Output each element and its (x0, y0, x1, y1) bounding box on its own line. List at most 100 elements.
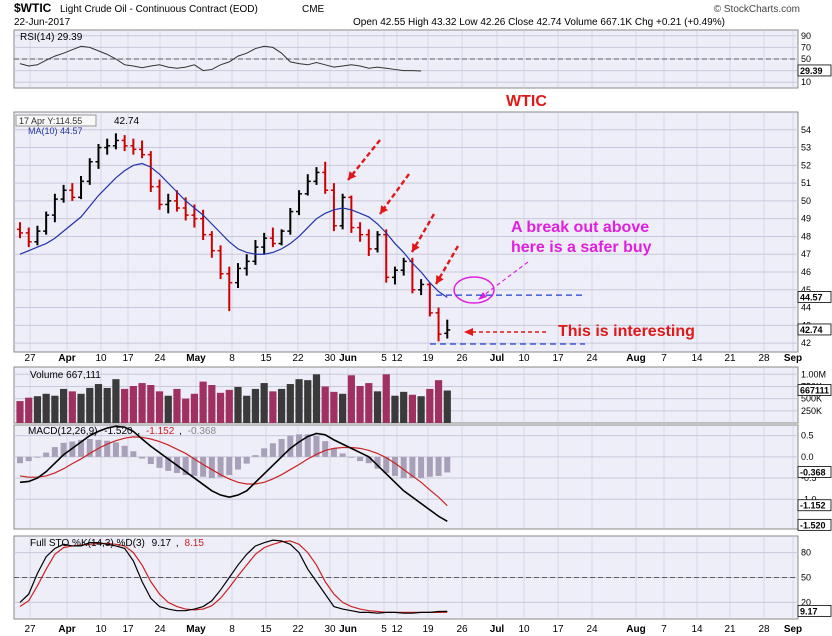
x-axis-label: 22 (292, 624, 304, 635)
ma10-line (19, 162, 448, 298)
x-axis-label: 27 (24, 353, 36, 364)
volume-bar (269, 391, 277, 423)
volume-bar (51, 395, 59, 423)
sto-title-text: Full STO %K(14,3) %D(3) 9.17 , 8.15 (30, 538, 204, 549)
x-axis-label: 15 (260, 353, 272, 364)
x-axis-label: 10 (95, 624, 107, 635)
rsi-tick-label: 70 (801, 42, 811, 52)
price-panel (13, 111, 799, 353)
macd-hist-bar (313, 436, 320, 457)
macd-hist-bar (165, 456, 172, 471)
volume-tick-label: 1.00M (801, 369, 826, 379)
macd-hist-bar (191, 456, 198, 476)
volume-bar (408, 394, 416, 423)
volume-bar (68, 391, 76, 423)
volume-bar (173, 388, 181, 423)
macd-hist-bar (391, 456, 398, 476)
macd-title-text: MACD(12,26,9) -1.520 , -1.152 , -0.368 (28, 426, 216, 437)
sto-title: Full STO %K(14,3) %D(3) (30, 538, 145, 549)
macd-hist-bar (17, 456, 23, 464)
volume-bar (426, 388, 434, 423)
x-axis-label: 26 (456, 624, 468, 635)
x-axis-label: 19 (422, 624, 434, 635)
price-tick-label: 44 (801, 303, 811, 313)
x-axis-label: 15 (260, 624, 272, 635)
volume-bar (312, 374, 321, 423)
macd-hist-bar (121, 445, 128, 457)
ma-last-label-box (797, 291, 832, 303)
price-tick-label: 42 (801, 338, 811, 348)
breakout-text-2: here is a safer buy (511, 239, 652, 256)
macd-hist-bar (156, 456, 163, 468)
macd-hist-bar (339, 453, 346, 457)
price-tick-label: 48 (801, 231, 811, 241)
price-tick-label: 51 (801, 178, 811, 188)
volume-bar (216, 392, 225, 423)
macd-hist-bar (444, 456, 451, 473)
macd-hist-bar (200, 456, 207, 477)
x-axis-label: Sep (784, 624, 802, 635)
volume-bar (112, 379, 120, 423)
volume-bar (373, 391, 382, 423)
volume-bar (330, 391, 338, 423)
rsi-line (19, 45, 422, 72)
volume-title: Volume 667,111 (30, 370, 101, 381)
volume-bar (434, 380, 443, 423)
x-axis-label: 12 (391, 353, 403, 364)
interesting-text: This is interesting (558, 323, 695, 340)
volume-bar (356, 385, 364, 423)
price-last-label-box (797, 323, 832, 336)
x-axis-label: 7 (661, 353, 667, 364)
sto-tick-label: 20 (801, 597, 811, 607)
volume-bar (286, 384, 294, 423)
x-axis-label: 24 (154, 624, 166, 635)
macd-hist-bar (252, 455, 259, 457)
macd-hist-bar (383, 456, 390, 473)
macd-legend-macd: -1.520 (104, 426, 133, 437)
macd-hist-bar (104, 440, 111, 457)
volume-bar (321, 386, 329, 423)
symbol-description: Light Crude Oil - Continuous Contract (E… (60, 4, 258, 15)
price-tick-label: 53 (801, 143, 811, 153)
volume-bar (443, 390, 451, 423)
magenta-pointer-head (478, 292, 487, 300)
price-tick-label: 50 (801, 196, 811, 206)
macd-hist-bar (78, 439, 85, 457)
x-axis-label: 17 (122, 624, 134, 635)
x-axis-label: 21 (724, 624, 736, 635)
macd-hist-bar (60, 442, 67, 457)
sto-legend-d: 8.15 (184, 538, 204, 549)
x-axis-label: 7 (661, 624, 667, 635)
price-tick-label: 54 (801, 125, 811, 135)
sto-legend-k: 9.17 (152, 538, 172, 549)
price-tick-label: 45 (801, 285, 811, 295)
ma-label: MA(10) 44.57 (28, 126, 83, 136)
volume-bar (295, 379, 303, 423)
red-arrow-head (380, 205, 389, 214)
red-arrow-head (348, 171, 357, 180)
ma-last-label: 44.57 (800, 292, 823, 302)
volume-bar (138, 383, 146, 423)
sto-last-label-box (797, 604, 832, 617)
volume-bar (60, 388, 68, 423)
macd-hist-bar (112, 442, 119, 457)
x-axis-label: Aug (626, 353, 645, 364)
volume-bar (42, 393, 50, 423)
macd-hist-bar (296, 434, 303, 457)
red-arrow-head (436, 275, 444, 284)
wtic-label: WTIC (506, 93, 547, 110)
macd-hist-label: -0.368 (800, 467, 826, 477)
macd-signal-line (19, 436, 448, 507)
x-axis-label: 5 (381, 353, 387, 364)
x-axis-label: 12 (391, 624, 403, 635)
x-axis-label: 30 (324, 353, 336, 364)
x-axis-label: 27 (24, 624, 36, 635)
macd-signal-label: -1.152 (800, 501, 826, 511)
x-axis-label: Jul (490, 624, 505, 635)
volume-last-label: 667111 (800, 386, 829, 396)
exchange: CME (302, 4, 325, 15)
macd-hist-bar (330, 448, 337, 457)
macd-hist-bar (278, 439, 285, 457)
magenta-pointer (479, 261, 529, 299)
volume-bar (304, 380, 312, 423)
